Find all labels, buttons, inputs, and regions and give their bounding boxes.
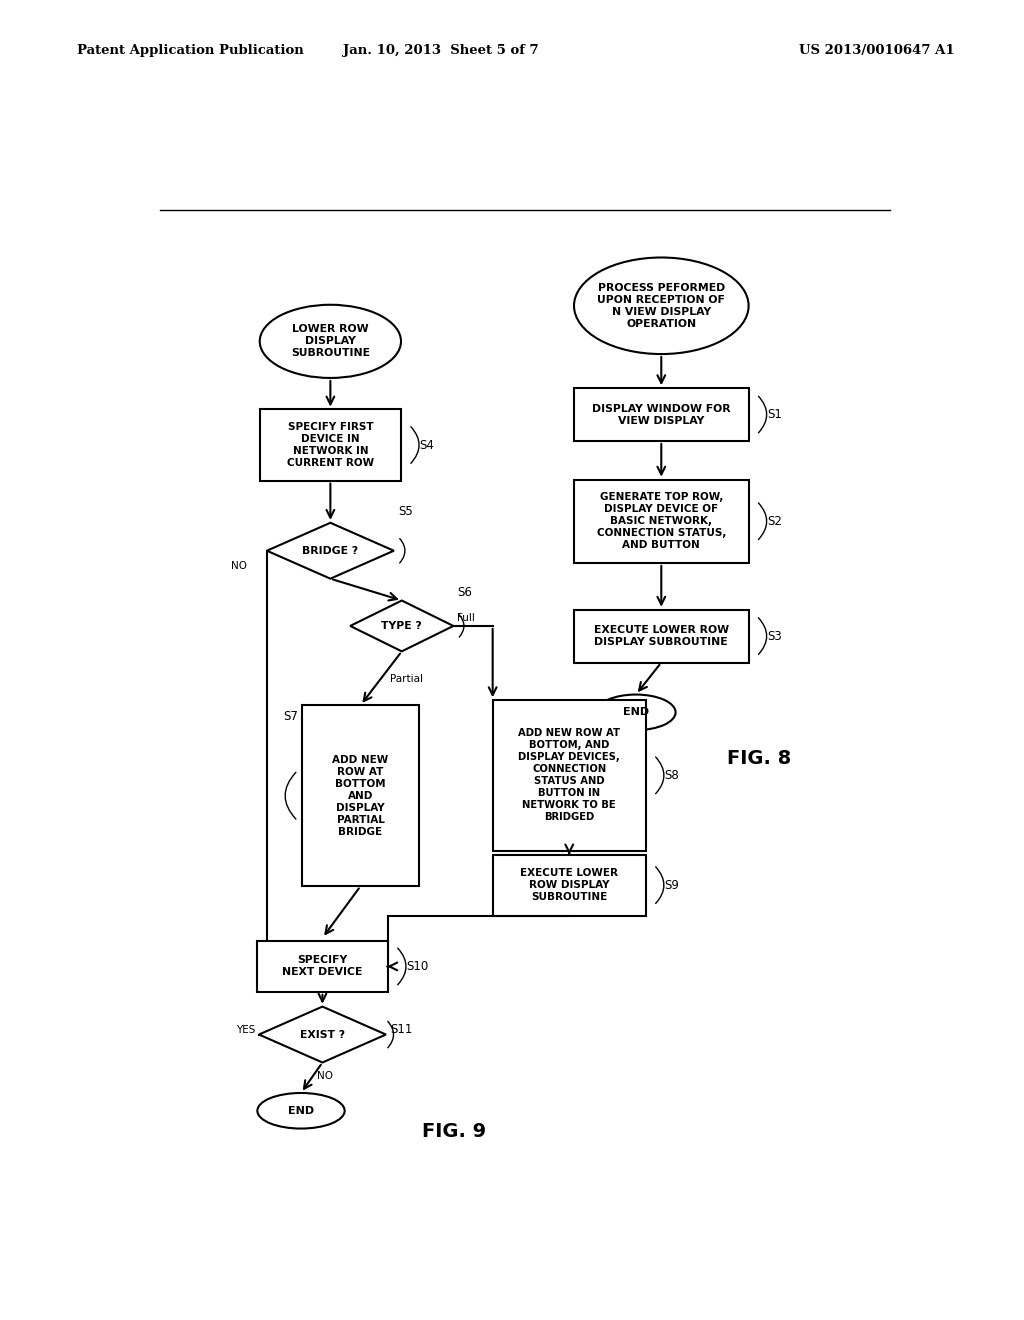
Text: SPECIFY FIRST
DEVICE IN
NETWORK IN
CURRENT ROW: SPECIFY FIRST DEVICE IN NETWORK IN CURRE…: [287, 422, 374, 469]
FancyBboxPatch shape: [493, 700, 646, 850]
Text: US 2013/0010647 A1: US 2013/0010647 A1: [799, 44, 954, 57]
Text: BRIDGE ?: BRIDGE ?: [302, 545, 358, 556]
Text: Full: Full: [458, 612, 475, 623]
Ellipse shape: [574, 257, 749, 354]
FancyBboxPatch shape: [302, 705, 419, 886]
Text: FIG. 8: FIG. 8: [727, 748, 792, 767]
Text: YES: YES: [236, 1026, 255, 1035]
FancyBboxPatch shape: [574, 388, 749, 441]
Text: S2: S2: [767, 515, 781, 528]
Polygon shape: [350, 601, 454, 651]
Text: S6: S6: [458, 586, 472, 598]
Text: Jan. 10, 2013  Sheet 5 of 7: Jan. 10, 2013 Sheet 5 of 7: [342, 44, 539, 57]
Text: END: END: [288, 1106, 314, 1115]
Text: ADD NEW
ROW AT
BOTTOM
AND
DISPLAY
PARTIAL
BRIDGE: ADD NEW ROW AT BOTTOM AND DISPLAY PARTIA…: [333, 755, 389, 837]
FancyBboxPatch shape: [574, 610, 749, 663]
Text: EXECUTE LOWER ROW
DISPLAY SUBROUTINE: EXECUTE LOWER ROW DISPLAY SUBROUTINE: [594, 626, 729, 647]
Text: END: END: [623, 708, 649, 717]
Text: S3: S3: [767, 630, 781, 643]
Text: LOWER ROW
DISPLAY
SUBROUTINE: LOWER ROW DISPLAY SUBROUTINE: [291, 325, 370, 358]
FancyBboxPatch shape: [574, 479, 749, 562]
Text: GENERATE TOP ROW,
DISPLAY DEVICE OF
BASIC NETWORK,
CONNECTION STATUS,
AND BUTTON: GENERATE TOP ROW, DISPLAY DEVICE OF BASI…: [597, 492, 726, 550]
Text: S7: S7: [283, 710, 298, 723]
Ellipse shape: [596, 694, 676, 730]
Polygon shape: [259, 1007, 386, 1063]
Text: SPECIFY
NEXT DEVICE: SPECIFY NEXT DEVICE: [283, 956, 362, 977]
Ellipse shape: [260, 305, 401, 378]
FancyBboxPatch shape: [260, 409, 401, 480]
Text: S11: S11: [390, 1023, 413, 1036]
Text: EXIST ?: EXIST ?: [300, 1030, 345, 1040]
Text: NO: NO: [316, 1071, 333, 1081]
Text: NO: NO: [231, 561, 247, 572]
Text: S10: S10: [407, 960, 428, 973]
Text: DISPLAY WINDOW FOR
VIEW DISPLAY: DISPLAY WINDOW FOR VIEW DISPLAY: [592, 404, 730, 425]
FancyBboxPatch shape: [493, 854, 646, 916]
FancyBboxPatch shape: [257, 941, 388, 991]
Text: S8: S8: [665, 768, 679, 781]
Text: ADD NEW ROW AT
BOTTOM, AND
DISPLAY DEVICES,
CONNECTION
STATUS AND
BUTTON IN
NETW: ADD NEW ROW AT BOTTOM, AND DISPLAY DEVIC…: [518, 729, 621, 822]
Text: Partial: Partial: [390, 673, 423, 684]
Text: S4: S4: [419, 438, 434, 451]
Text: S9: S9: [665, 879, 679, 891]
Text: S1: S1: [767, 408, 781, 421]
Text: FIG. 9: FIG. 9: [422, 1122, 485, 1140]
Text: EXECUTE LOWER
ROW DISPLAY
SUBROUTINE: EXECUTE LOWER ROW DISPLAY SUBROUTINE: [520, 869, 618, 902]
Ellipse shape: [257, 1093, 345, 1129]
Text: Patent Application Publication: Patent Application Publication: [77, 44, 303, 57]
Text: S5: S5: [397, 504, 413, 517]
Text: TYPE ?: TYPE ?: [381, 620, 422, 631]
Text: PROCESS PEFORMED
UPON RECEPTION OF
N VIEW DISPLAY
OPERATION: PROCESS PEFORMED UPON RECEPTION OF N VIE…: [597, 282, 725, 329]
Polygon shape: [267, 523, 394, 578]
